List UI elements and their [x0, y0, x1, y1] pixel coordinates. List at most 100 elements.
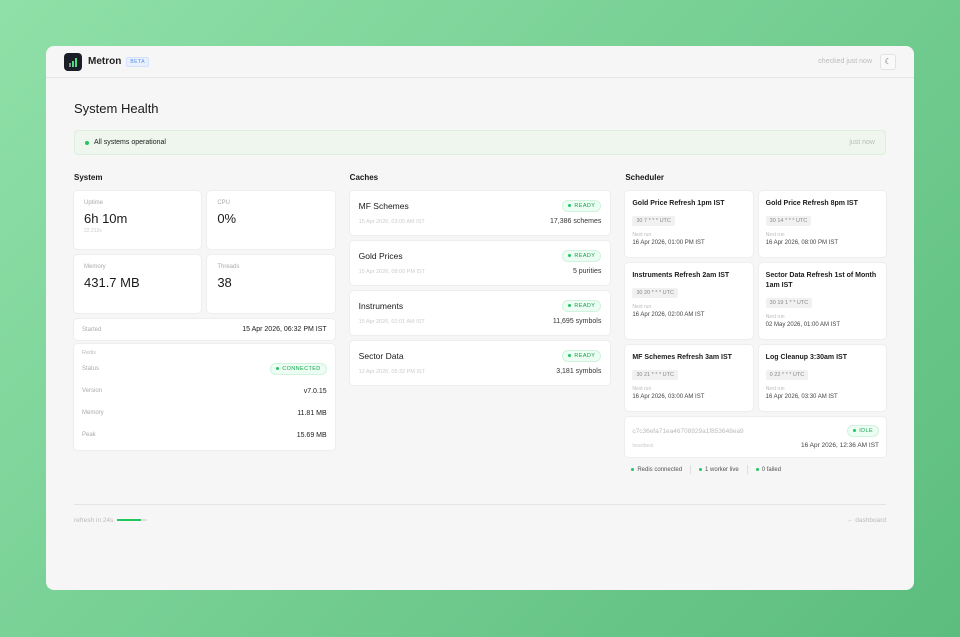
- stat-label: Memory: [84, 264, 106, 270]
- job-name: Gold Price Refresh 8pm IST: [765, 200, 858, 207]
- stat-value: 38: [217, 275, 232, 290]
- cache-card: Instruments READY 15 Apr 2026, 02:01 AM IS…: [349, 291, 611, 335]
- cache-status-badge: READY: [562, 250, 602, 262]
- stat-card: Threads 38: [207, 255, 335, 313]
- stat-value: 0%: [217, 211, 237, 226]
- stat-sub: 22,212s: [84, 228, 102, 234]
- refresh-progress: [117, 519, 148, 522]
- footer-status: 0 failed: [755, 467, 781, 473]
- next-run-label: Next run: [632, 232, 652, 238]
- job-cron: 30 14 * * * UTC: [765, 216, 812, 226]
- system-title: System: [74, 173, 103, 182]
- header: Metron BETA checked just now ☾: [46, 46, 914, 78]
- job-name: Instruments Refresh 2am IST: [632, 272, 730, 279]
- caches-title: Caches: [349, 173, 379, 182]
- job-name: Gold Price Refresh 1pm IST: [632, 200, 725, 207]
- next-run-value: 02 May 2026, 01:00 AM IST: [765, 322, 841, 328]
- cache-date: 15 Apr 2026, 08:00 PM IST: [358, 268, 426, 275]
- cache-card: Gold Prices READY 15 Apr 2026, 08:00 PM IS…: [349, 241, 611, 285]
- caches-column: Caches MF Schemes READY 15 Apr 2026, 03:00…: [349, 173, 611, 474]
- job-name: Log Cleanup 3:30am IST: [765, 354, 847, 361]
- scheduler-title: Scheduler: [625, 173, 665, 182]
- footer-status: Redis connected: [631, 467, 682, 473]
- refresh-indicator: refresh in 24s: [74, 517, 148, 524]
- redis-title: Redis: [82, 350, 97, 356]
- cache-card: MF Schemes READY 15 Apr 2026, 03:00 AM IST…: [349, 191, 611, 235]
- page-title: System Health: [74, 101, 159, 116]
- stat-label: Threads: [217, 264, 240, 270]
- worker-card: c7c36efa71ea46708929a1f853648ea9 IDLE hea…: [625, 417, 887, 457]
- redis-card: Redis Status CONNECTED Version v7.0.15 Memor…: [74, 344, 335, 450]
- cache-date: 15 Apr 2026, 03:00 AM IST: [358, 218, 425, 225]
- job-card: Gold Price Refresh 1pm IST 30 7 * * * UTC…: [625, 191, 753, 257]
- redis-status-badge: CONNECTED: [270, 363, 327, 375]
- next-run-label: Next run: [765, 232, 785, 238]
- job-card: MF Schemes Refresh 3am IST 30 21 * * * UT…: [625, 345, 753, 411]
- worker-id: c7c36efa71ea46708929a1f853648ea9: [632, 427, 744, 435]
- system-column: System Uptime 6h 10m 22,212s CPU 0% Memory 431…: [74, 173, 335, 474]
- heartbeat-label: heartbeat: [632, 442, 654, 449]
- job-card: Instruments Refresh 2am IST 30 20 * * * U…: [625, 263, 753, 339]
- job-cron: 30 7 * * * UTC: [632, 216, 675, 226]
- status-dot-icon: [85, 140, 89, 145]
- scheduler-column: Scheduler Gold Price Refresh 1pm IST 30 7…: [625, 173, 887, 474]
- cache-name: Instruments: [358, 301, 404, 311]
- footer: refresh in 24s ← dashboard: [74, 504, 886, 524]
- started-row: Started 15 Apr 2026, 06:32 PM IST: [74, 319, 335, 340]
- cache-count: 5 purities: [572, 268, 602, 275]
- beta-badge: BETA: [126, 56, 150, 67]
- cache-name: Sector Data: [358, 351, 404, 361]
- logo-icon: [64, 52, 82, 71]
- footer-status: 1 worker live: [699, 467, 739, 473]
- job-cron: 30 21 * * * UTC: [632, 370, 678, 380]
- cache-date: 15 Apr 2026, 02:01 AM IST: [358, 318, 425, 325]
- started-value: 15 Apr 2026, 06:32 PM IST: [242, 326, 327, 333]
- cache-status-badge: READY: [562, 350, 602, 362]
- redis-label: Peak: [82, 432, 96, 438]
- job-name: Sector Data Refresh 1st of Month 1am IST: [765, 272, 877, 289]
- job-cron: 0 22 * * * UTC: [765, 370, 809, 380]
- cache-count: 17,386 schemes: [549, 218, 602, 225]
- cache-name: Gold Prices: [358, 251, 403, 261]
- job-card: Log Cleanup 3:30am IST 0 22 * * * UTC Next…: [758, 345, 887, 411]
- stat-value: 6h 10m: [84, 211, 128, 226]
- next-run-value: 16 Apr 2026, 02:00 AM IST: [632, 312, 705, 318]
- cache-count: 11,695 symbols: [552, 318, 602, 325]
- cache-status-badge: READY: [562, 300, 602, 312]
- redis-label: Memory: [82, 410, 104, 416]
- redis-row: Peak 15.69 MB: [82, 424, 327, 446]
- stat-label: CPU: [217, 200, 230, 206]
- worker-status-badge: IDLE: [847, 425, 880, 437]
- heartbeat-value: 16 Apr 2026, 12:36 AM IST: [800, 442, 880, 449]
- stat-card: Uptime 6h 10m 22,212s: [74, 191, 202, 249]
- scheduler-footer: Redis connected 1 worker live 0 failed: [625, 465, 886, 474]
- job-card: Gold Price Refresh 8pm IST 30 14 * * * UT…: [758, 191, 887, 257]
- next-run-value: 16 Apr 2026, 08:00 PM IST: [765, 240, 839, 246]
- cache-card: Sector Data READY 12 Apr 2026, 05:32 PM IS…: [349, 341, 611, 385]
- redis-label: Status: [82, 366, 100, 372]
- app-name: Metron: [88, 56, 122, 67]
- redis-row: Version v7.0.15: [82, 380, 327, 402]
- next-run-label: Next run: [765, 386, 785, 392]
- job-cron: 30 20 * * * UTC: [632, 288, 678, 298]
- status-time: just now: [849, 139, 875, 146]
- status-text: All systems operational: [94, 139, 166, 146]
- cache-status-badge: READY: [562, 200, 602, 212]
- next-run-label: Next run: [632, 304, 652, 310]
- redis-value: 15.69 MB: [296, 431, 327, 439]
- redis-value: 11.81 MB: [297, 409, 327, 417]
- checked-status: checked just now: [818, 58, 872, 65]
- redis-value: v7.0.15: [303, 387, 327, 395]
- stat-card: CPU 0%: [207, 191, 335, 249]
- job-cron: 30 19 1 * * UTC: [765, 298, 813, 308]
- job-name: MF Schemes Refresh 3am IST: [632, 354, 732, 361]
- stat-value: 431.7 MB: [84, 275, 140, 290]
- status-banner: All systems operational just now: [74, 130, 886, 155]
- redis-row: Status CONNECTED: [82, 358, 327, 380]
- theme-toggle-button[interactable]: ☾: [880, 53, 896, 70]
- back-dashboard-link[interactable]: ← dashboard: [846, 517, 886, 524]
- app-window: Metron BETA checked just now ☾ System He…: [46, 46, 914, 590]
- stat-label: Uptime: [84, 200, 104, 206]
- moon-icon: ☾: [884, 57, 892, 66]
- next-run-value: 16 Apr 2026, 03:00 AM IST: [632, 394, 705, 400]
